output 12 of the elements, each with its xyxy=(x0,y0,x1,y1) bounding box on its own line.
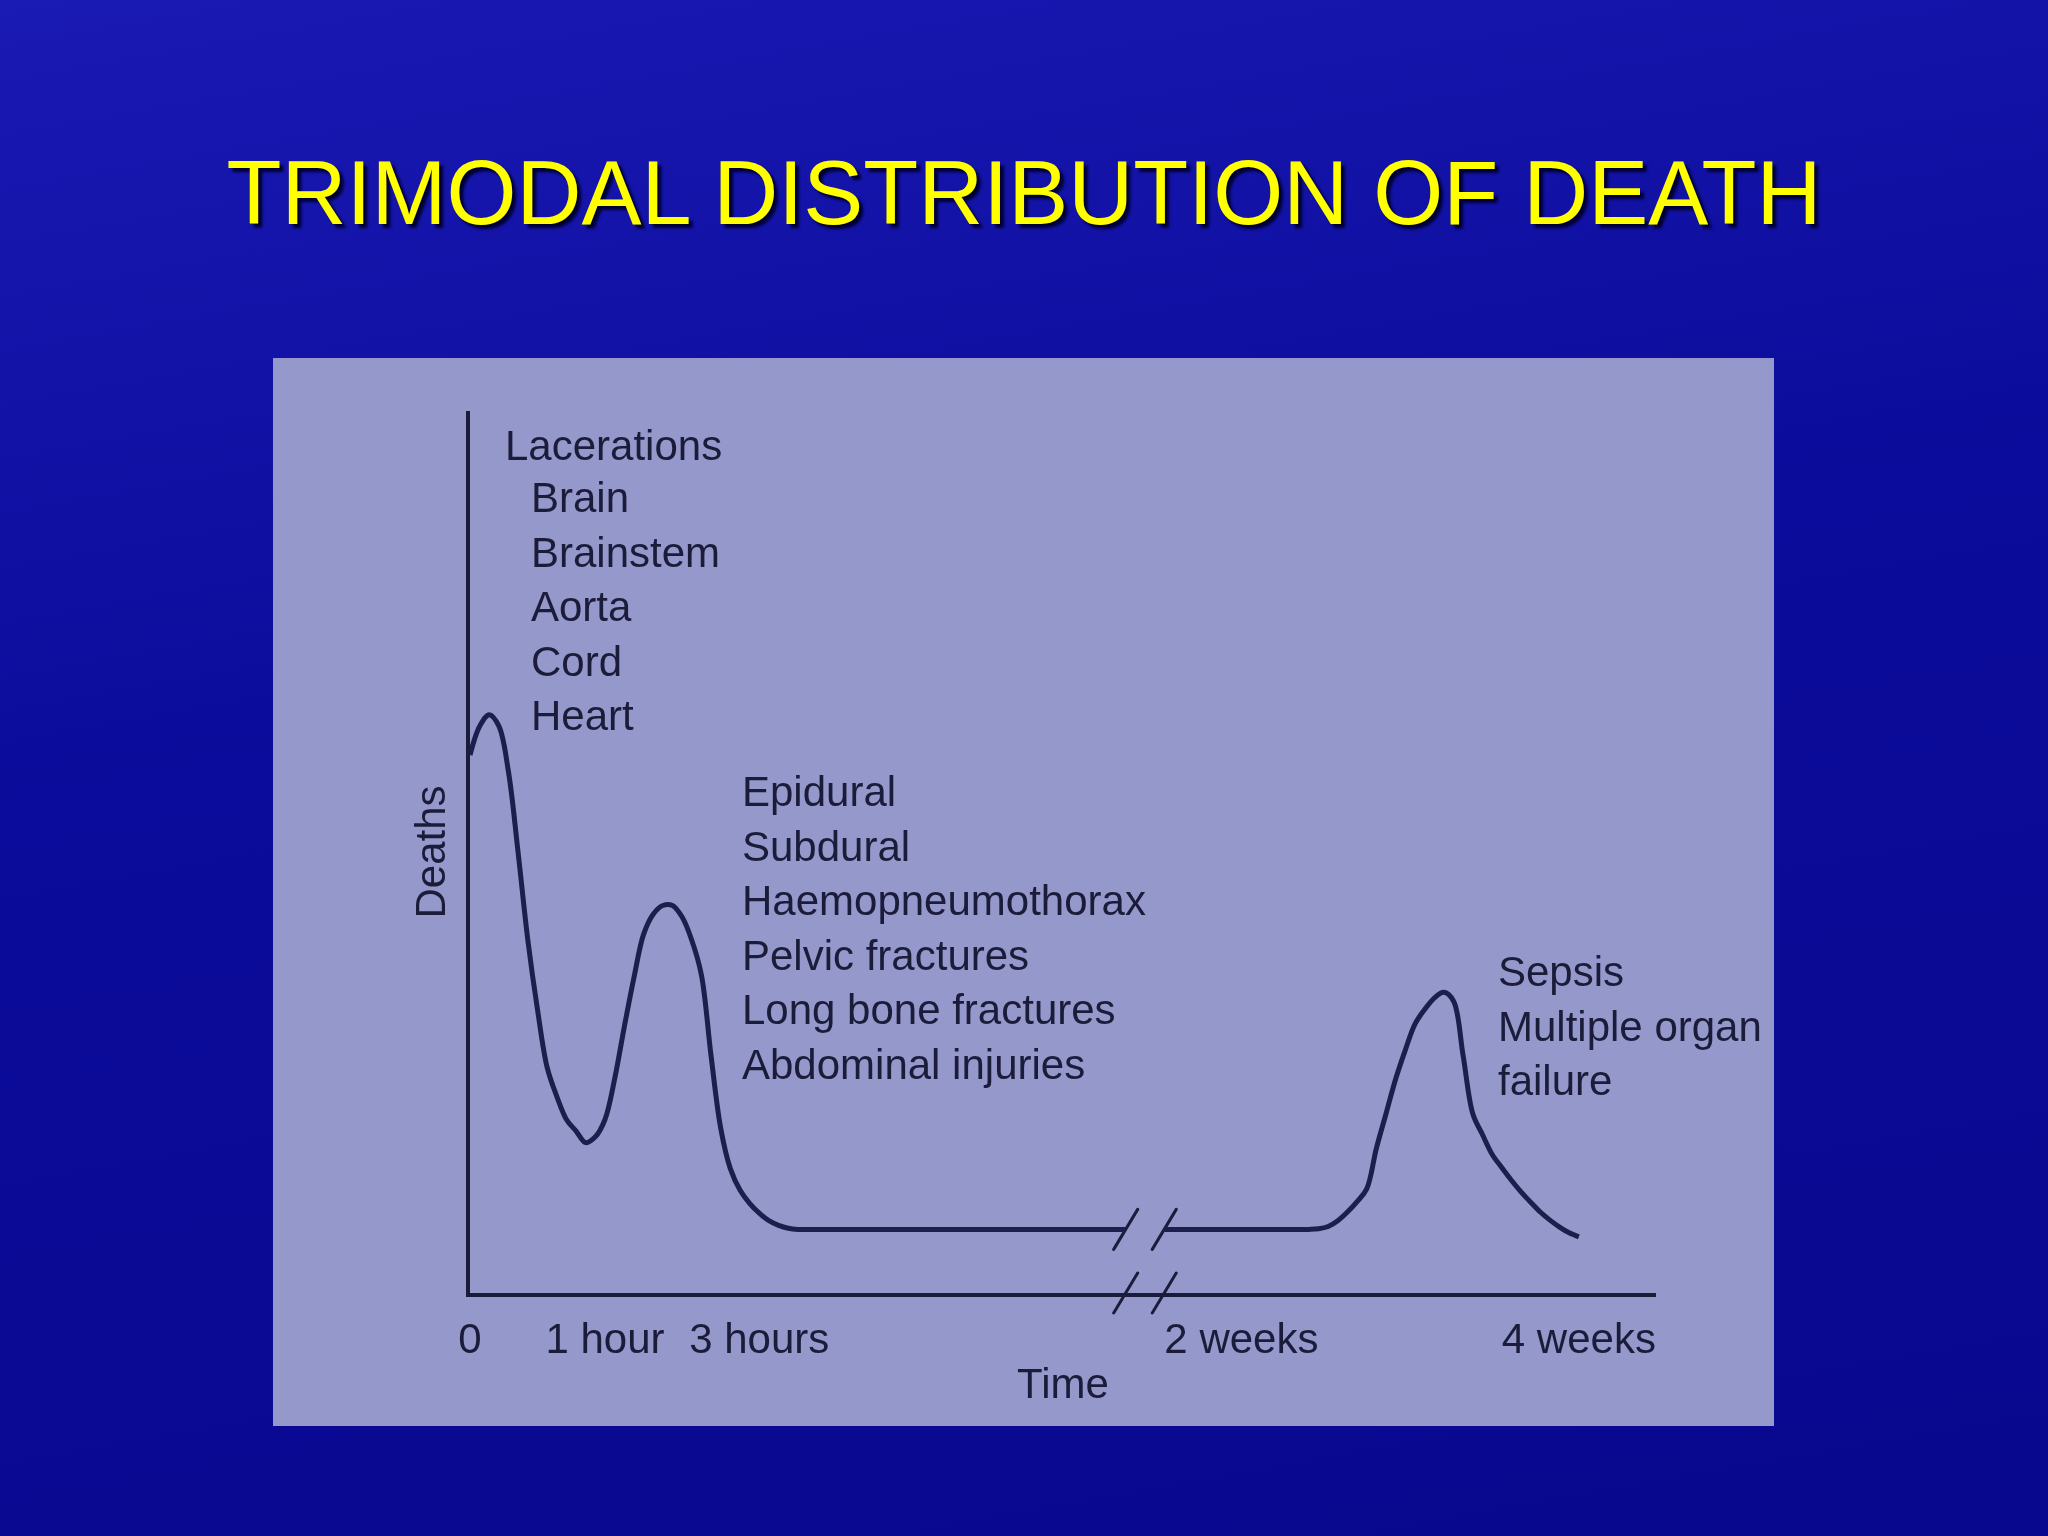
x-axis-title: Time xyxy=(1017,1359,1109,1407)
annotation: Brain Brainstem Aorta Cord Heart xyxy=(531,474,721,740)
y-axis-title: Deaths xyxy=(407,785,455,919)
annotation: Epidural Subdural Haemopneumothorax Pelvic fractures Long bone fractures Abdominal injuries xyxy=(742,768,1146,1088)
x-tick-label: 4 weeks xyxy=(1501,1315,1656,1363)
x-tick-label: 2 weeks xyxy=(1164,1315,1319,1363)
annotation: Sepsis Multiple organ failure xyxy=(1498,948,1762,1105)
chart-title: TRIMODAL DISTRIBUTION OF DEATH xyxy=(225,142,1823,245)
text: Lacerations xyxy=(505,422,723,469)
x-tick-label: 0 xyxy=(458,1315,482,1363)
x-tick-label: 3 hours xyxy=(689,1315,830,1363)
x-tick-label: 1 hour xyxy=(545,1315,665,1363)
